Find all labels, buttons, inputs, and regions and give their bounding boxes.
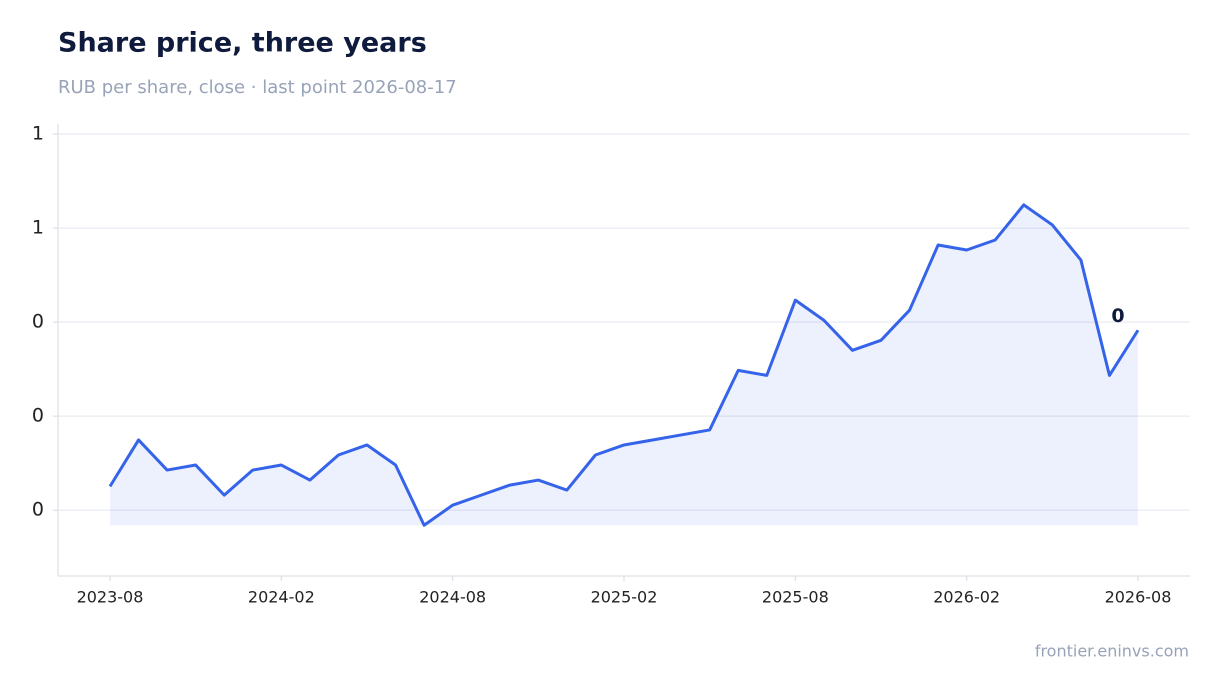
x-tick-label: 2024-02 <box>248 588 315 607</box>
x-tick-label: 2026-08 <box>1105 588 1172 607</box>
source: frontier.eninvs.com <box>1035 642 1189 661</box>
y-tick-label: 0 <box>32 311 44 333</box>
x-tick-label: 2023-08 <box>77 588 144 607</box>
chart-title: Share price, three years <box>58 28 427 59</box>
y-tick-label: 0 <box>32 499 44 521</box>
area <box>110 204 1138 526</box>
x-tick-label: 2025-08 <box>762 588 829 607</box>
price-line <box>108 203 1140 527</box>
x-tick-label: 2026-02 <box>933 588 1000 607</box>
x-tick-label: 2024-08 <box>419 588 486 607</box>
y-tick-label: 0 <box>32 405 44 427</box>
y-tick-label: 1 <box>32 123 44 145</box>
chart-subtitle: RUB per share, close · last point 2026-0… <box>58 77 457 98</box>
y-tick-label: 1 <box>32 217 44 239</box>
x-tick-label: 2025-02 <box>591 588 658 607</box>
annotation: 0 <box>1111 305 1124 327</box>
